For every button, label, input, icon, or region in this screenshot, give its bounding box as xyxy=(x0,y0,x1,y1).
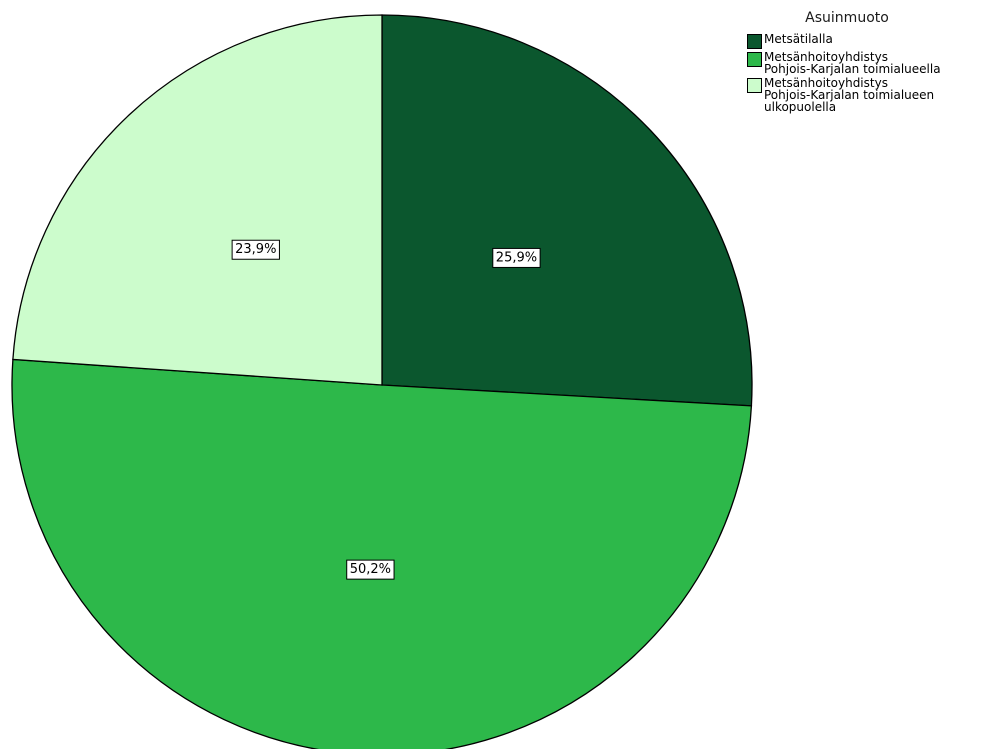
data-label-3: 23,9% xyxy=(231,239,280,260)
pie-slice-1 xyxy=(381,14,753,407)
data-label-1: 25,9% xyxy=(492,247,541,268)
legend-label: Metsänhoitoyhdistys Pohjois-Karjalan toi… xyxy=(764,76,935,114)
legend-items: Metsätilalla Metsänhoitoyhdistys Pohjois-… xyxy=(747,33,987,113)
pie-slice-2 xyxy=(11,358,753,749)
data-label-box xyxy=(492,247,541,268)
legend: Asuinmuoto Metsätilalla Metsänhoitoyhdist… xyxy=(747,10,987,115)
legend-label: Metsänhoitoyhdistys Pohjois-Karjalan toi… xyxy=(764,50,941,76)
legend-swatch xyxy=(747,34,762,49)
legend-swatch xyxy=(747,52,762,67)
data-label-text: 25,9% xyxy=(496,250,537,265)
data-label-box xyxy=(346,559,395,580)
legend-label: Metsätilalla xyxy=(764,32,833,46)
data-label-text: 23,9% xyxy=(235,242,276,257)
legend-item-3: Metsänhoitoyhdistys Pohjois-Karjalan toi… xyxy=(747,77,987,113)
data-labels: 25,9% 50,2% 23,9% xyxy=(231,239,541,580)
pie-slice-3 xyxy=(12,14,383,386)
data-label-2: 50,2% xyxy=(346,559,395,580)
legend-item-1: Metsätilalla xyxy=(747,33,987,49)
legend-title: Asuinmuoto xyxy=(805,10,889,26)
legend-item-2: Metsänhoitoyhdistys Pohjois-Karjalan toi… xyxy=(747,51,987,75)
data-label-box xyxy=(231,239,280,260)
legend-swatch xyxy=(747,78,762,93)
data-label-text: 50,2% xyxy=(350,562,391,577)
slices xyxy=(11,14,753,749)
